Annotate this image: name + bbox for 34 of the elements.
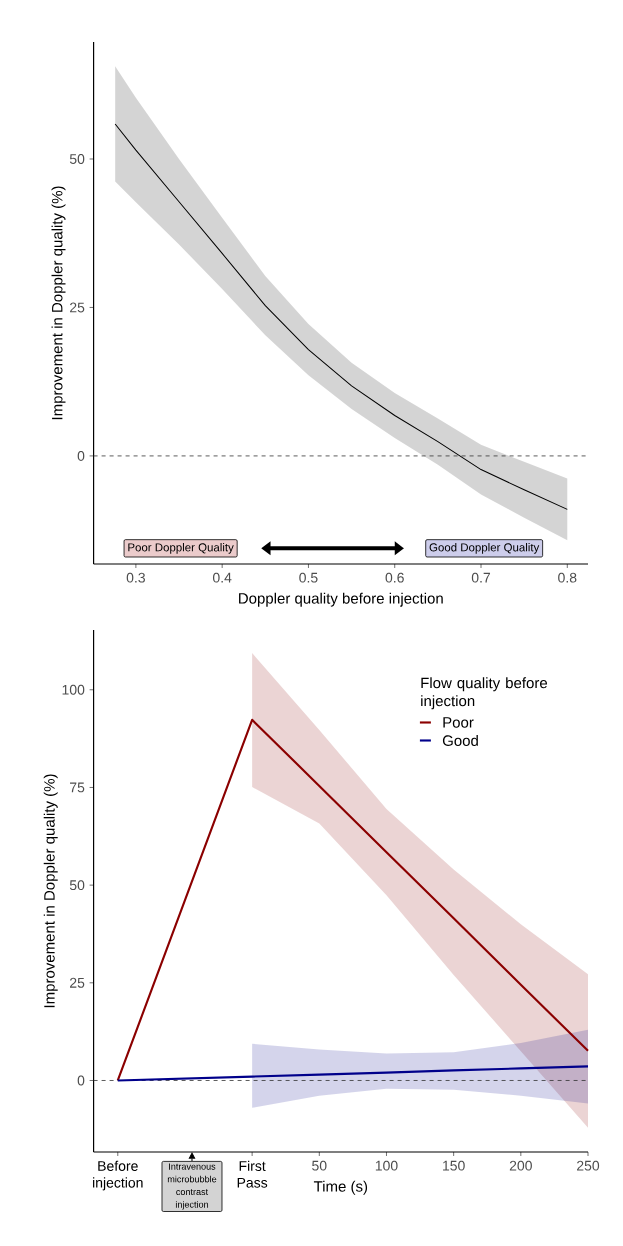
y-tick-label: 0 — [77, 450, 85, 461]
x-tick-label: 0.8 — [558, 572, 577, 583]
x-tick-label: Before injection — [93, 1160, 143, 1191]
x-tick-label: 0.5 — [299, 572, 318, 583]
y-axis-title: Improvement in Doppler quality (%) — [51, 186, 66, 420]
y-tick-label: 75 — [70, 782, 85, 793]
y-tick-label: 50 — [69, 154, 85, 164]
x-tick-label: 0.3 — [126, 572, 145, 583]
x-tick-label: First Pass — [237, 1160, 268, 1188]
annotation: Good Doppler Quality — [429, 543, 540, 554]
x-tick-label: 0.4 — [212, 572, 232, 583]
x-tick-label: 0.6 — [385, 572, 404, 583]
line-series — [114, 123, 568, 510]
x-tick-label: 150 — [443, 1160, 465, 1171]
y-tick-label: 25 — [70, 302, 85, 313]
legend-label: Good — [442, 734, 478, 746]
x-tick-label: 50 — [312, 1160, 327, 1171]
y-tick-label: 25 — [70, 977, 85, 988]
annotation: Poor Doppler Quality — [128, 543, 234, 554]
legend-title: Flow quality before injection — [421, 677, 548, 710]
x-tick-label: 200 — [509, 1160, 532, 1171]
y-axis-title: Improvement in Doppler quality (%) — [43, 774, 58, 1008]
x-tick-label: 250 — [577, 1160, 600, 1171]
x-axis-title: Time (s) — [313, 1180, 368, 1195]
line-series — [116, 718, 590, 1082]
x-axis-title: Doppler quality before injection — [239, 592, 443, 607]
legend-label: Poor — [443, 717, 474, 728]
text: Intravenous microbubble contrast injection — [167, 1163, 217, 1210]
y-tick-label: 0 — [77, 1075, 85, 1086]
y-tick-label: 50 — [69, 880, 85, 891]
y-tick-label: 100 — [62, 684, 85, 695]
x-tick-label: 0.7 — [471, 572, 491, 583]
line-series — [116, 1065, 590, 1082]
x-tick-label: 100 — [375, 1160, 398, 1171]
